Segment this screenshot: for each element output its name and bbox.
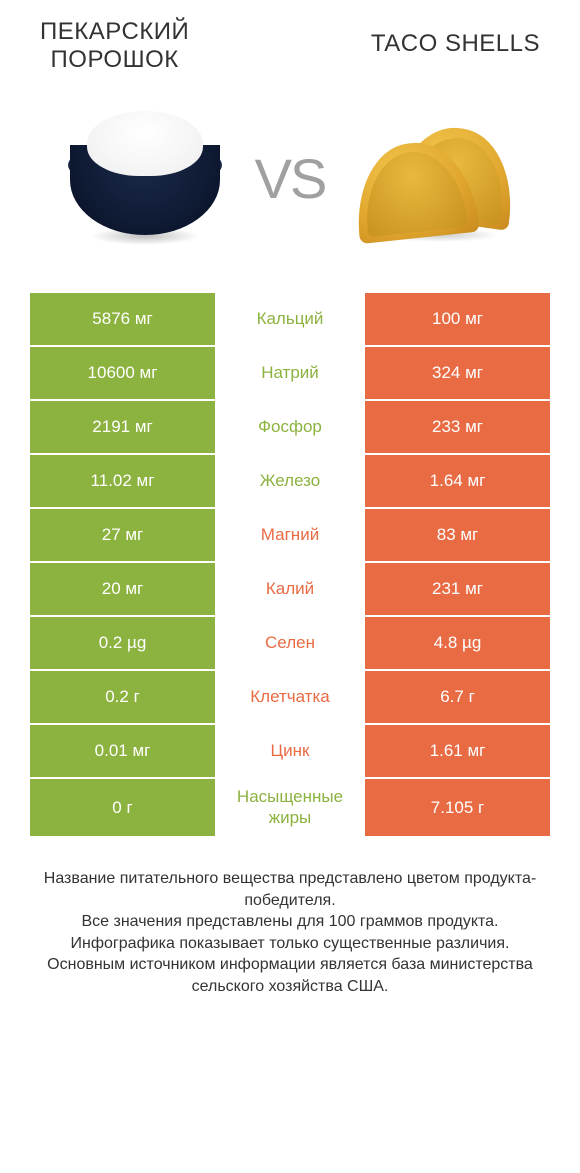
nutrient-label: Магний [215,509,365,561]
nutrient-label: Кальций [215,293,365,345]
value-left: 0.2 µg [30,617,215,669]
nutrient-label: Калий [215,563,365,615]
value-left: 0.01 мг [30,725,215,777]
comparison-table: 5876 мгКальций100 мг10600 мгНатрий324 мг… [0,293,580,838]
value-left: 11.02 мг [30,455,215,507]
value-left: 2191 мг [30,401,215,453]
table-row: 20 мгКалий231 мг [30,563,550,617]
title-line2: ПОРОШОК [51,46,179,73]
value-right: 324 мг [365,347,550,399]
table-row: 11.02 мгЖелезо1.64 мг [30,455,550,509]
value-right: 83 мг [365,509,550,561]
vs-label: VS [255,146,326,211]
value-right: 100 мг [365,293,550,345]
table-row: 0 гНасыщенные жиры7.105 г [30,779,550,838]
product-right-image [345,88,525,268]
product-left-image [55,88,235,268]
product-right-title: TACO SHELLS [371,18,540,58]
value-left: 10600 мг [30,347,215,399]
table-row: 5876 мгКальций100 мг [30,293,550,347]
images-row: VS [0,73,580,293]
table-row: 0.01 мгЦинк1.61 мг [30,725,550,779]
table-row: 27 мгМагний83 мг [30,509,550,563]
nutrient-label: Фосфор [215,401,365,453]
nutrient-label: Насыщенные жиры [215,779,365,836]
nutrient-label: Цинк [215,725,365,777]
product-left-title: ПЕКАРСКИЙ ПОРОШОК [40,18,189,73]
value-right: 1.61 мг [365,725,550,777]
table-row: 0.2 µgСелен4.8 µg [30,617,550,671]
value-right: 4.8 µg [365,617,550,669]
value-right: 7.105 г [365,779,550,836]
value-left: 5876 мг [30,293,215,345]
value-left: 0 г [30,779,215,836]
table-row: 10600 мгНатрий324 мг [30,347,550,401]
footer-notes: Название питательного вещества представл… [0,838,580,998]
value-right: 6.7 г [365,671,550,723]
value-left: 20 мг [30,563,215,615]
table-row: 0.2 гКлетчатка6.7 г [30,671,550,725]
nutrient-label: Клетчатка [215,671,365,723]
nutrient-label: Селен [215,617,365,669]
value-left: 27 мг [30,509,215,561]
footer-line1: Название питательного вещества представл… [30,868,550,911]
value-right: 233 мг [365,401,550,453]
value-right: 1.64 мг [365,455,550,507]
footer-line4: Основным источником информации является … [30,954,550,997]
title-line1: ПЕКАРСКИЙ [40,18,189,45]
footer-line2: Все значения представлены для 100 граммо… [30,911,550,933]
footer-line3: Инфографика показывает только существенн… [30,933,550,955]
nutrient-label: Натрий [215,347,365,399]
value-left: 0.2 г [30,671,215,723]
header: ПЕКАРСКИЙ ПОРОШОК TACO SHELLS [0,0,580,73]
table-row: 2191 мгФосфор233 мг [30,401,550,455]
value-right: 231 мг [365,563,550,615]
nutrient-label: Железо [215,455,365,507]
